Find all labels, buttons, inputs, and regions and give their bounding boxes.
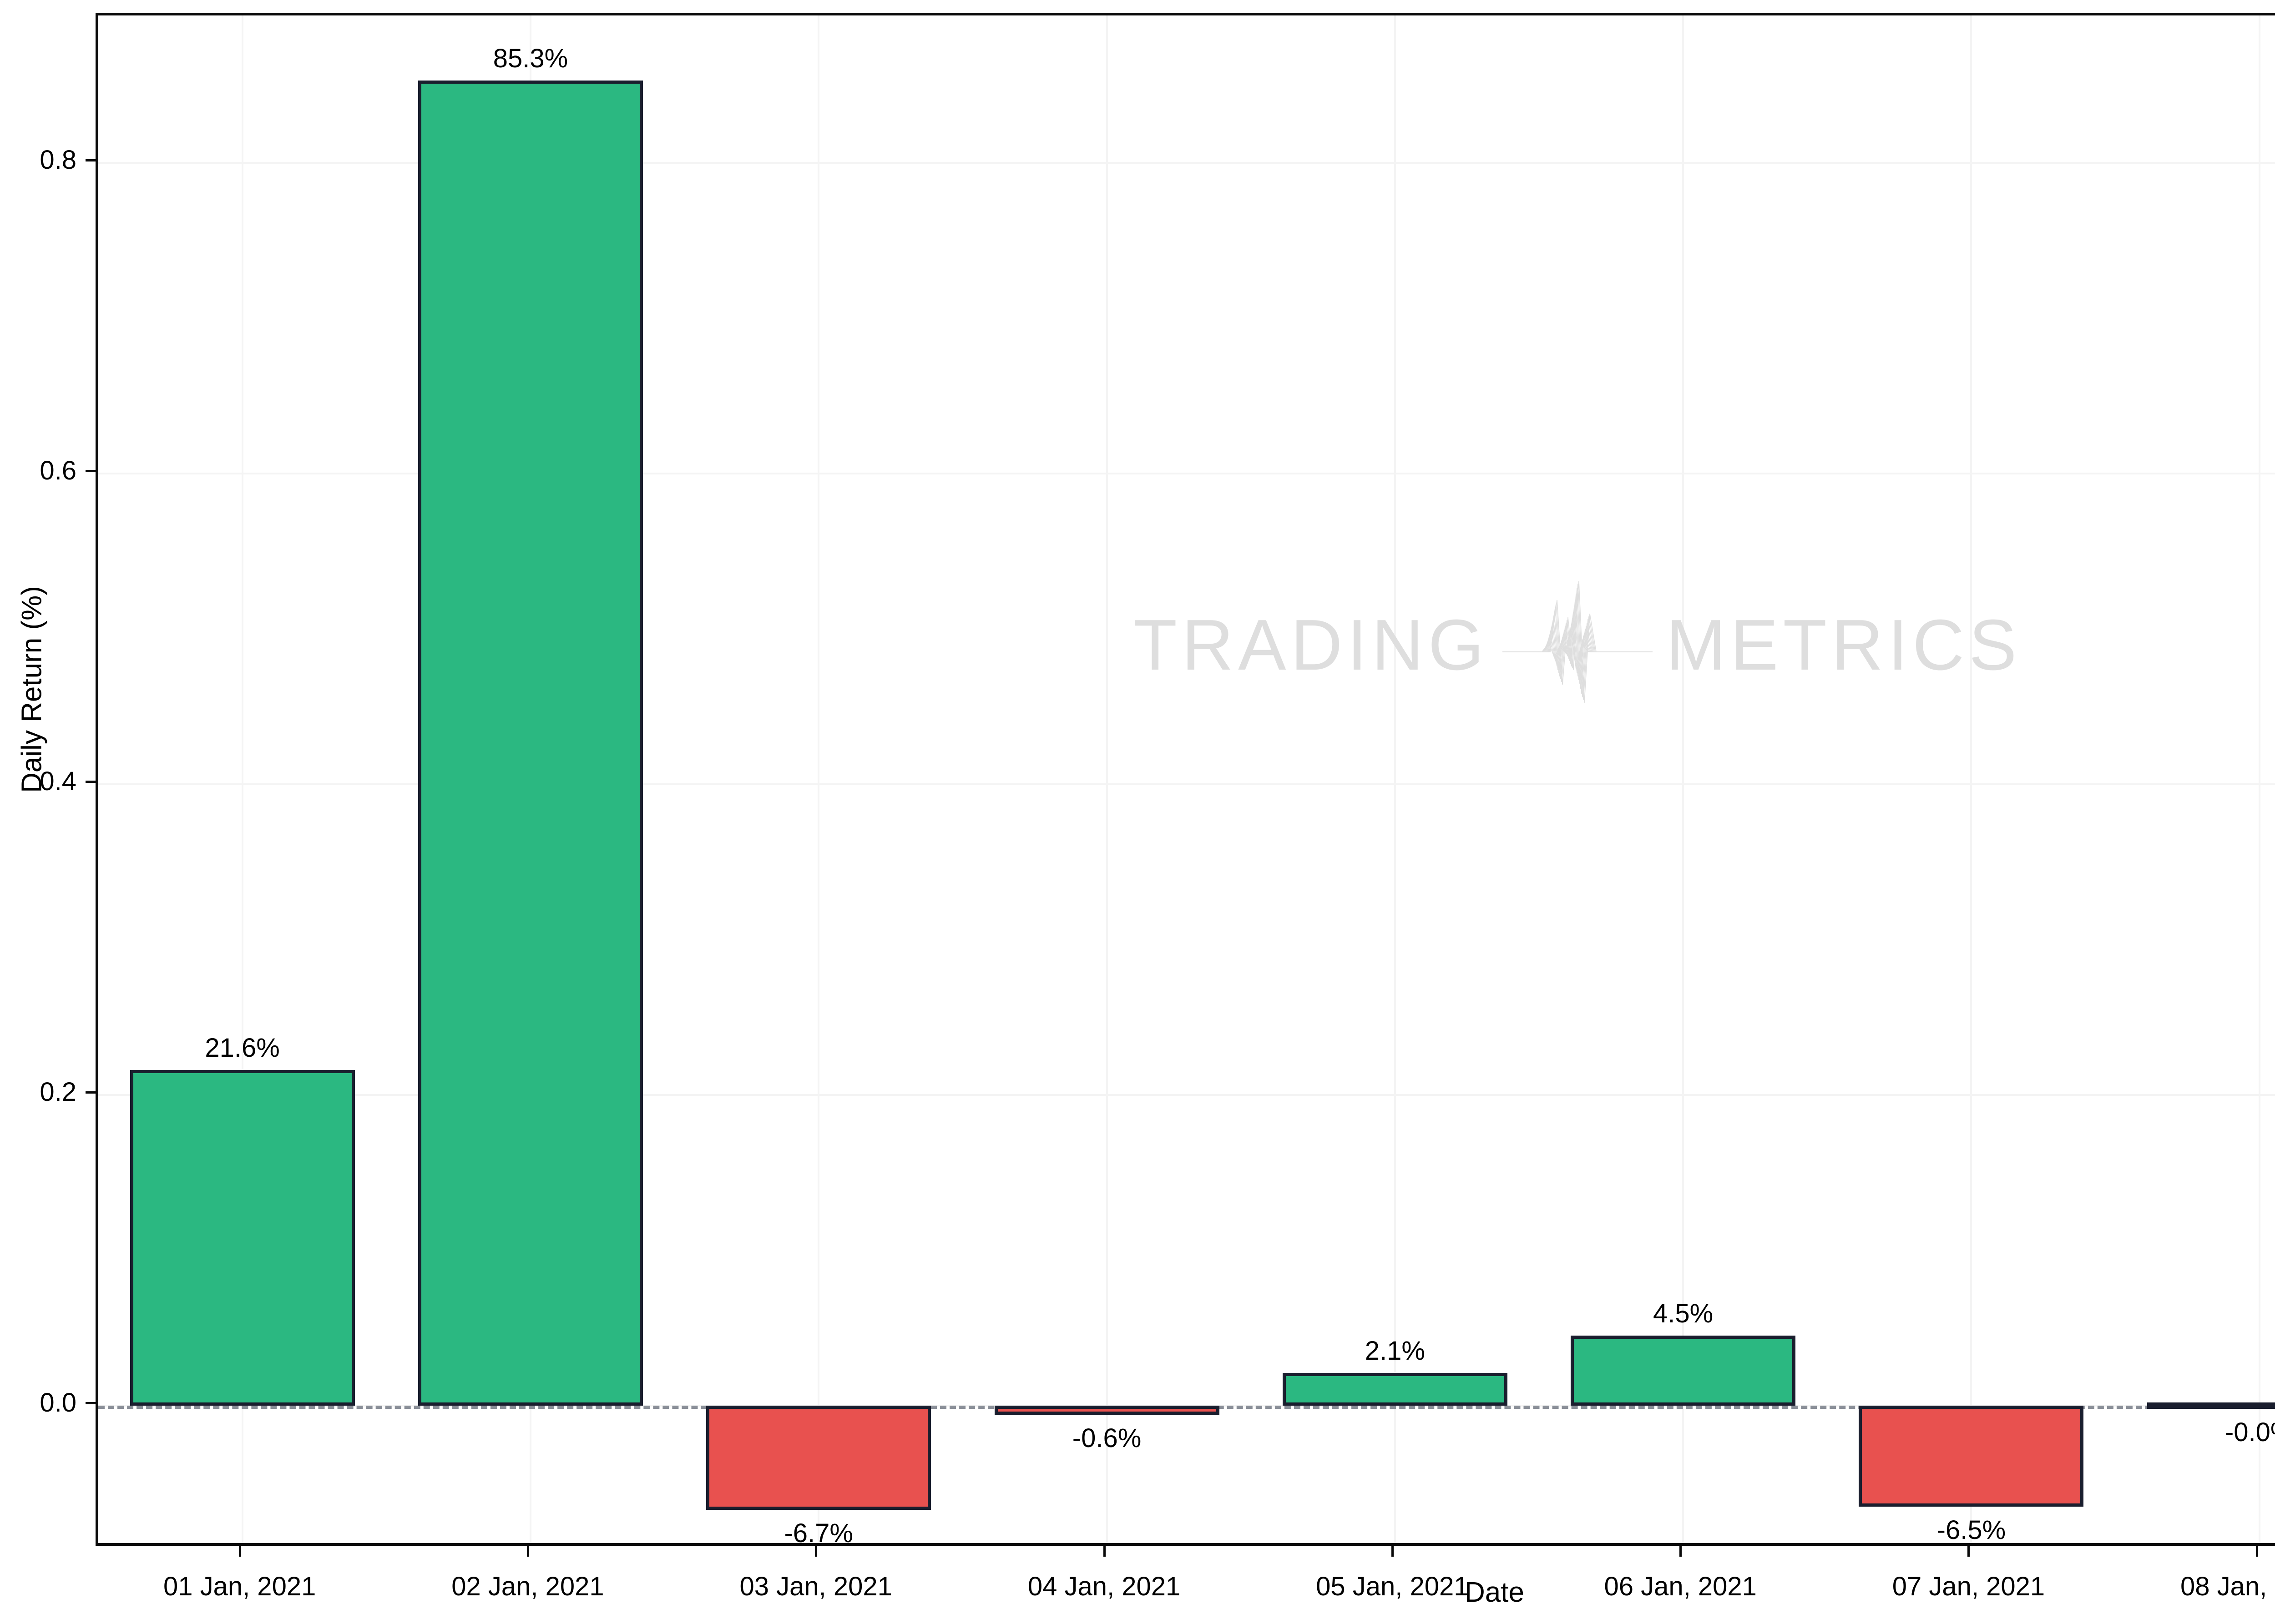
bar-value-label-6: 4.5% bbox=[1653, 1299, 1714, 1329]
bar-6 bbox=[1571, 1336, 1796, 1406]
gridline-horizontal bbox=[98, 1094, 2275, 1096]
y-axis-tick-mark bbox=[86, 470, 96, 473]
gridline-vertical bbox=[2258, 15, 2260, 1543]
bar-value-label-3: -6.7% bbox=[784, 1518, 853, 1546]
x-axis-tick-label: 07 Jan, 2021 bbox=[1892, 1572, 2045, 1601]
plot-area: TRADING METRICS bbox=[96, 13, 2275, 1546]
gridline-vertical bbox=[1970, 15, 1972, 1543]
y-axis-tick-label: 0.6 bbox=[40, 456, 76, 486]
y-axis-tick-mark bbox=[86, 159, 96, 162]
y-axis-tick-label: 0.8 bbox=[40, 145, 76, 175]
x-axis-tick-label: 01 Jan, 2021 bbox=[163, 1572, 316, 1601]
bar-value-label-8: -0.0% bbox=[2224, 1417, 2275, 1447]
gridline-horizontal bbox=[98, 162, 2275, 164]
gridline-vertical bbox=[1106, 15, 1108, 1543]
bar-value-label-7: -6.5% bbox=[1936, 1515, 2006, 1545]
x-axis-tick-mark bbox=[2255, 1546, 2258, 1557]
x-axis-tick-mark bbox=[238, 1546, 241, 1557]
bar-value-label-1: 21.6% bbox=[205, 1033, 280, 1063]
bar-5 bbox=[1282, 1373, 1507, 1406]
bar-value-label-2: 85.3% bbox=[493, 44, 568, 74]
bar-value-label-4: -0.6% bbox=[1072, 1423, 1142, 1453]
y-axis-tick-mark bbox=[86, 781, 96, 783]
bar-2 bbox=[418, 81, 643, 1406]
x-axis-tick-mark bbox=[1103, 1546, 1106, 1557]
x-axis-tick-label: 06 Jan, 2021 bbox=[1604, 1572, 1757, 1601]
bar-1 bbox=[130, 1070, 355, 1406]
x-axis-tick-mark bbox=[1679, 1546, 1682, 1557]
y-axis-title: Daily Return (%) bbox=[16, 586, 48, 793]
bar-3 bbox=[706, 1405, 931, 1510]
bar-4 bbox=[994, 1405, 1219, 1415]
bar-value-label-5: 2.1% bbox=[1365, 1336, 1425, 1366]
gridline-horizontal bbox=[98, 473, 2275, 475]
y-axis-tick-mark bbox=[86, 1091, 96, 1094]
x-axis-tick-mark bbox=[1391, 1546, 1394, 1557]
y-axis-tick-mark bbox=[86, 1402, 96, 1404]
gridline-horizontal bbox=[98, 783, 2275, 786]
x-axis-tick-label: 02 Jan, 2021 bbox=[451, 1572, 604, 1601]
y-axis-tick-label: 0.2 bbox=[40, 1077, 76, 1107]
y-axis-tick-label: 0.4 bbox=[40, 767, 76, 797]
gridline-vertical bbox=[1682, 15, 1684, 1543]
gridline-vertical bbox=[1394, 15, 1396, 1543]
pulse-wave-icon bbox=[1502, 580, 1653, 703]
bar-7 bbox=[1859, 1405, 2084, 1507]
x-axis-tick-mark bbox=[1967, 1546, 1970, 1557]
y-axis-tick-label: 0.0 bbox=[40, 1387, 76, 1417]
gridline-vertical bbox=[241, 15, 243, 1543]
x-axis-tick-label: 04 Jan, 2021 bbox=[1027, 1572, 1181, 1601]
x-axis-tick-mark bbox=[815, 1546, 818, 1557]
x-axis-tick-label: 03 Jan, 2021 bbox=[739, 1572, 892, 1601]
watermark-text-left: TRADING bbox=[1133, 605, 1489, 685]
x-axis-tick-mark bbox=[526, 1546, 529, 1557]
x-axis-tick-label: 08 Jan, 2021 bbox=[2180, 1572, 2275, 1601]
x-axis-title: Date bbox=[1465, 1577, 1524, 1608]
bar-8 bbox=[2147, 1402, 2275, 1409]
gridline-vertical bbox=[818, 15, 820, 1543]
x-axis-tick-label: 05 Jan, 2021 bbox=[1316, 1572, 1469, 1601]
watermark-text-right: METRICS bbox=[1666, 605, 2022, 685]
